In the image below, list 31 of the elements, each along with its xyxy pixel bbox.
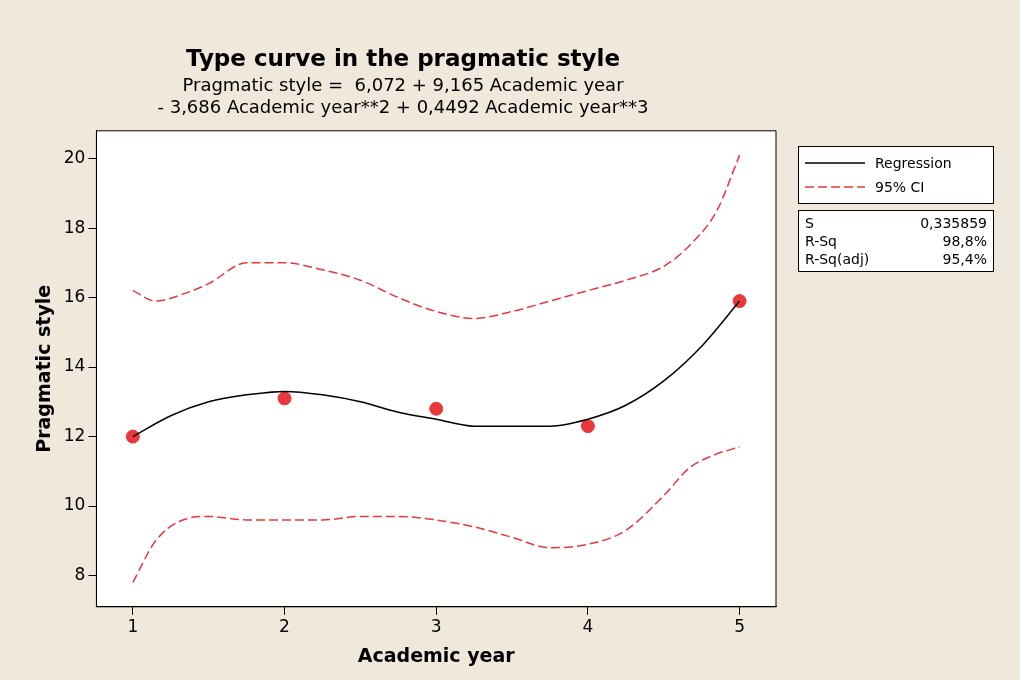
x-tick-label: 3 (430, 616, 442, 637)
legend-label: 95% CI (875, 179, 925, 195)
x-tick-label: 2 (279, 616, 290, 637)
y-tick-label: 20 (63, 147, 86, 168)
x-tick-label: 5 (734, 616, 746, 637)
x-tick-label: 4 (582, 616, 594, 637)
line-series (132, 446, 741, 584)
point (125, 429, 140, 444)
y-tick-label: 18 (63, 216, 86, 237)
text: 98,8% (941, 233, 987, 249)
legend-label: Regression (875, 155, 952, 171)
y-tick-label: 16 (63, 286, 86, 306)
point (580, 419, 595, 434)
y-axis-title: Pragmatic style (32, 284, 55, 453)
x-tick-label: 1 (127, 616, 139, 637)
x-axis-title: Academic year (357, 643, 516, 666)
text: R-Sq(adj) (805, 251, 871, 267)
line-series (132, 154, 741, 320)
y-tick-label: 14 (63, 355, 86, 376)
text: R-Sq (805, 233, 838, 249)
text: 0,335859 (920, 215, 987, 231)
point (277, 391, 292, 406)
chart-title: Type curve in the pragmatic style (185, 44, 621, 71)
point (429, 401, 444, 416)
chart-subtitle: Pragmatic style = 6,072 + 9,165 Academic year - 3,686 Academic year**2 + 0,4492 Academic year**3 (157, 74, 649, 117)
point (732, 294, 747, 309)
y-tick-label: 12 (63, 424, 86, 445)
text: S (805, 215, 815, 231)
y-tick-label: 10 (63, 494, 86, 515)
y-tick-label: 8 (74, 563, 86, 584)
text: 95,4% (941, 251, 987, 267)
